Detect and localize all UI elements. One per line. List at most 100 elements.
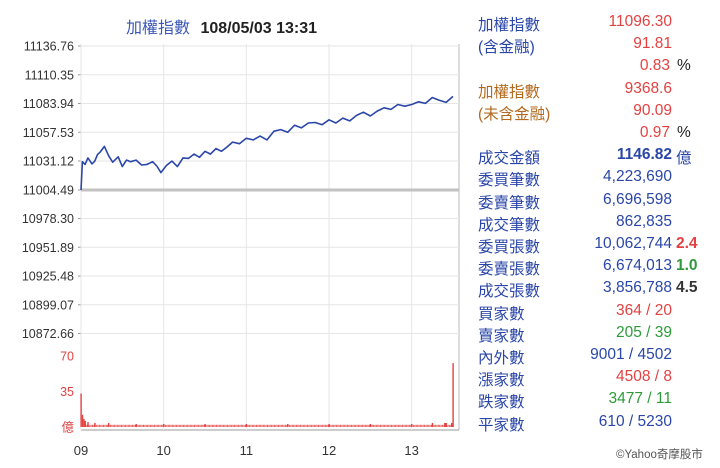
- volume-bar: [367, 424, 369, 427]
- volume-bar: [224, 424, 226, 427]
- volume-bar: [271, 424, 273, 427]
- price-tick-label: 11110.35: [25, 68, 74, 82]
- volume-bar: [384, 424, 386, 427]
- volume-bar: [232, 424, 234, 427]
- volume-bar: [305, 424, 307, 427]
- volume-bar: [260, 424, 262, 427]
- volume-bar: [326, 424, 328, 427]
- volume-bar: [101, 424, 103, 427]
- volume-bar: [258, 424, 260, 427]
- stat-label: 加權指數: [478, 83, 541, 101]
- volume-bar: [440, 424, 442, 427]
- volume-bar: [268, 424, 270, 427]
- volume-bar: [329, 424, 330, 427]
- volume-bar: [119, 424, 121, 427]
- volume-bar: [406, 424, 408, 427]
- volume-bar: [276, 424, 278, 427]
- volume-bar: [356, 424, 358, 427]
- volume-bar: [90, 424, 92, 427]
- volume-bar: [188, 424, 190, 427]
- volume-bar: [196, 424, 198, 427]
- volume-bar: [98, 424, 100, 427]
- volume-bar: [107, 424, 109, 427]
- volume-bar: [231, 424, 233, 427]
- volume-bar: [313, 424, 315, 427]
- volume-bar: [216, 424, 218, 427]
- volume-bar: [286, 424, 288, 427]
- volume-bar: [143, 424, 144, 427]
- volume-bar: [176, 424, 178, 427]
- volume-bar: [130, 424, 132, 427]
- volume-bar: [191, 424, 193, 427]
- volume-bar: [335, 424, 337, 427]
- stat-label: 成交金額: [478, 150, 541, 168]
- stat-label: 買家數: [478, 305, 525, 323]
- stat-label: 內外數: [478, 350, 525, 367]
- volume-bar: [359, 424, 361, 427]
- stat-value: 3477 / 11: [608, 390, 673, 408]
- volume-bar: [198, 424, 200, 427]
- volume-bar: [109, 424, 111, 427]
- volume-bar: [360, 424, 362, 427]
- price-tick-label: 11031.12: [23, 155, 74, 169]
- volume-bar: [451, 424, 453, 427]
- volume-bar: [283, 424, 285, 427]
- volume-bar: [418, 424, 420, 427]
- volume-bar: [87, 421, 89, 427]
- volume-bar: [430, 424, 432, 427]
- stat-value: 3,856,788: [603, 279, 672, 297]
- volume-bar: [207, 424, 209, 427]
- volume-bar: [368, 424, 370, 427]
- volume-bar: [287, 424, 289, 427]
- stat-value: 9001 / 4502: [590, 346, 672, 363]
- volume-bar: [218, 424, 220, 427]
- volume-bar: [408, 424, 410, 427]
- volume-bar: [209, 424, 211, 427]
- volume-bar: [311, 424, 313, 427]
- volume-bar: [429, 424, 431, 427]
- stat-value: 9368.6: [624, 79, 672, 97]
- volume-bar: [123, 424, 125, 427]
- volume-bar: [254, 424, 256, 427]
- volume-bar: [144, 424, 146, 427]
- volume-bar: [221, 424, 223, 427]
- volume-bar: [297, 424, 299, 427]
- volume-bar: [170, 424, 172, 427]
- volume-bar: [240, 424, 242, 427]
- volume-bar: [439, 424, 441, 427]
- volume-bar: [402, 424, 404, 427]
- volume-bar: [246, 424, 248, 427]
- volume-bar: [341, 424, 343, 427]
- volume-bar: [160, 424, 162, 427]
- volume-bar: [171, 424, 173, 427]
- volume-bar: [127, 424, 129, 427]
- volume-bar: [83, 424, 85, 427]
- stat-value: 10,062,744: [594, 235, 672, 252]
- volume-bar: [404, 424, 406, 427]
- index-chart: 11136.76 11110.35 11083.94 11057.53 11031.12…: [22, 40, 460, 458]
- volume-bar: [94, 424, 96, 427]
- stat-suffix: 2.4: [676, 235, 698, 252]
- volume-bar: [169, 424, 171, 427]
- volume-bar: [382, 424, 384, 427]
- volume-bar: [129, 424, 131, 427]
- volume-bar: [93, 424, 95, 427]
- volume-bar: [436, 424, 438, 427]
- stat-value: 91.81: [633, 35, 672, 53]
- volume-bar: [452, 363, 454, 427]
- volume-bar: [349, 424, 351, 427]
- volume-bar: [269, 424, 271, 427]
- volume-bar: [320, 424, 322, 427]
- stat-label: 委賣筆數: [478, 194, 541, 212]
- volume-bar: [249, 424, 251, 427]
- chart-title-datetime: 108/05/03 13:31: [200, 20, 318, 37]
- volume-bar: [308, 424, 310, 427]
- price-tick-label: 10978.30: [22, 212, 74, 226]
- volume-bar: [333, 424, 335, 427]
- volume-bar: [366, 424, 368, 427]
- volume-bar: [273, 424, 275, 427]
- stat-value: 862,835: [615, 212, 672, 230]
- volume-bar: [174, 424, 176, 427]
- volume-bar: [375, 424, 377, 427]
- volume-bar: [272, 424, 274, 427]
